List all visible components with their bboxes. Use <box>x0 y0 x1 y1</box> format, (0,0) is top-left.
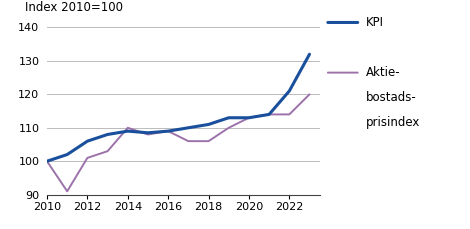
Text: bostads-: bostads- <box>366 91 417 104</box>
Text: KPI: KPI <box>366 16 384 29</box>
Text: Aktie-: Aktie- <box>366 66 400 79</box>
Text: prisindex: prisindex <box>366 116 420 129</box>
Text: Index 2010=100: Index 2010=100 <box>25 1 123 14</box>
